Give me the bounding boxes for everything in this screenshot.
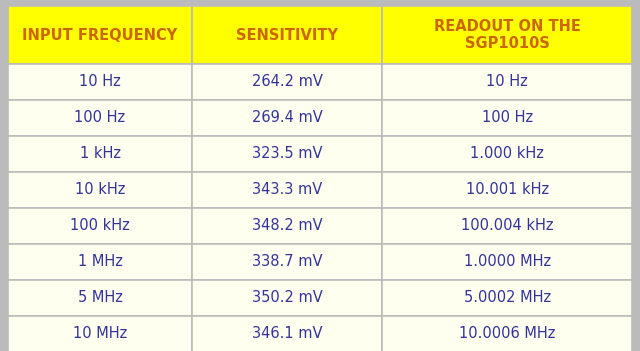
Bar	[383, 208, 632, 244]
Bar	[192, 100, 383, 136]
Text: 348.2 mV: 348.2 mV	[252, 219, 323, 233]
Text: 269.4 mV: 269.4 mV	[252, 111, 323, 126]
Bar	[8, 208, 192, 244]
Bar	[383, 100, 632, 136]
Bar	[8, 244, 192, 280]
Bar	[8, 64, 192, 100]
Text: 10.0006 MHz: 10.0006 MHz	[459, 326, 556, 342]
Bar	[192, 64, 383, 100]
Text: SENSITIVITY: SENSITIVITY	[236, 27, 339, 42]
Text: 1.0000 MHz: 1.0000 MHz	[463, 254, 551, 270]
Bar	[192, 280, 383, 316]
Text: 338.7 mV: 338.7 mV	[252, 254, 323, 270]
Text: 100 kHz: 100 kHz	[70, 219, 130, 233]
Bar	[383, 244, 632, 280]
Text: 346.1 mV: 346.1 mV	[252, 326, 323, 342]
Text: 1 kHz: 1 kHz	[79, 146, 120, 161]
Text: 10 Hz: 10 Hz	[486, 74, 528, 90]
Text: 343.3 mV: 343.3 mV	[252, 183, 323, 198]
Text: READOUT ON THE
SGP1010S: READOUT ON THE SGP1010S	[434, 19, 580, 51]
Bar	[383, 316, 632, 351]
Text: INPUT FREQUENCY: INPUT FREQUENCY	[22, 27, 178, 42]
Bar	[192, 208, 383, 244]
Text: 10 kHz: 10 kHz	[75, 183, 125, 198]
Text: 5 MHz: 5 MHz	[77, 291, 122, 305]
Text: 323.5 mV: 323.5 mV	[252, 146, 323, 161]
Text: 100 Hz: 100 Hz	[482, 111, 532, 126]
Text: 1.000 kHz: 1.000 kHz	[470, 146, 544, 161]
Bar	[383, 136, 632, 172]
Bar	[192, 316, 383, 351]
Bar	[192, 172, 383, 208]
Text: 10 Hz: 10 Hz	[79, 74, 121, 90]
Bar	[383, 6, 632, 64]
Bar	[8, 6, 192, 64]
Bar	[192, 136, 383, 172]
Bar	[383, 280, 632, 316]
Text: 350.2 mV: 350.2 mV	[252, 291, 323, 305]
Bar	[192, 6, 383, 64]
Text: 10.001 kHz: 10.001 kHz	[466, 183, 548, 198]
Text: 5.0002 MHz: 5.0002 MHz	[463, 291, 551, 305]
Bar	[383, 172, 632, 208]
Text: 100 Hz: 100 Hz	[74, 111, 125, 126]
Bar	[8, 280, 192, 316]
Bar	[8, 172, 192, 208]
Text: 1 MHz: 1 MHz	[77, 254, 122, 270]
Text: 10 MHz: 10 MHz	[73, 326, 127, 342]
Bar	[383, 64, 632, 100]
Bar	[192, 244, 383, 280]
Text: 100.004 kHz: 100.004 kHz	[461, 219, 554, 233]
Bar	[8, 136, 192, 172]
Text: 264.2 mV: 264.2 mV	[252, 74, 323, 90]
Bar	[8, 100, 192, 136]
Bar	[8, 316, 192, 351]
